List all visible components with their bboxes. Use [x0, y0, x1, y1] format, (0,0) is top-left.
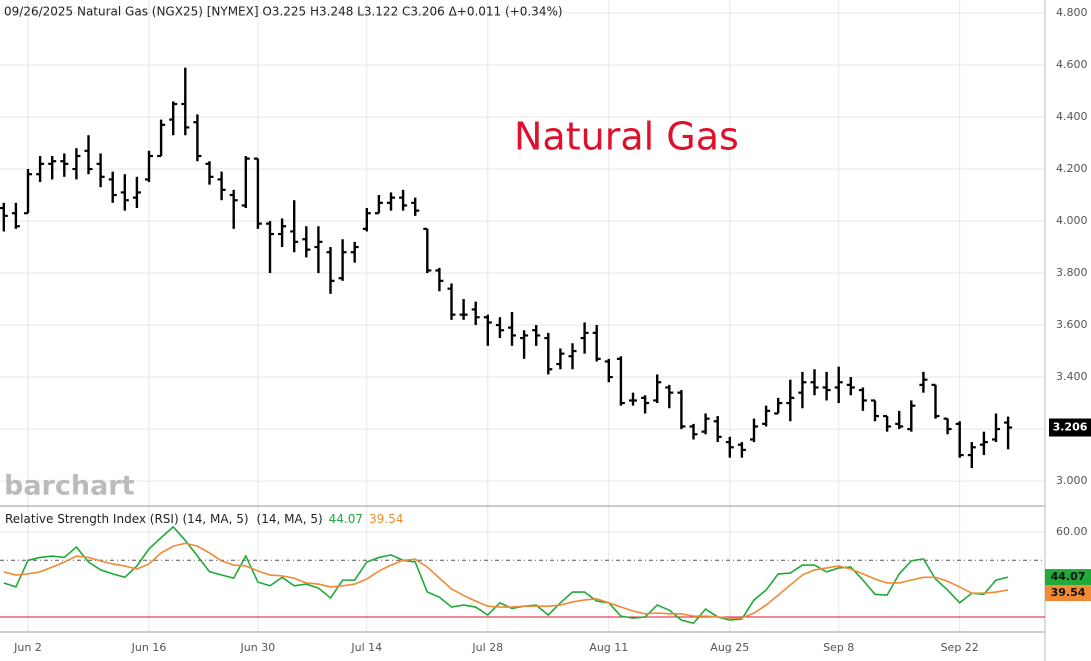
- x-tick-label: Jun 16: [131, 641, 167, 654]
- y-tick-label: 4.600: [1056, 58, 1088, 71]
- y-tick-label: 3.600: [1056, 318, 1088, 331]
- value-badge: [1045, 585, 1091, 602]
- y-tick-label: 4.200: [1056, 162, 1088, 175]
- rsi-line: [3, 525, 1009, 625]
- value-badge: [1045, 569, 1091, 586]
- grid: [0, 0, 1045, 632]
- x-tick-label: Aug 11: [589, 641, 628, 654]
- y-tick-label: 3.400: [1056, 370, 1088, 383]
- legend-value: 39.54: [369, 512, 403, 526]
- y-tick-label: 3.800: [1056, 266, 1088, 279]
- x-tick-label: Sep 8: [823, 641, 854, 654]
- x-tick-label: Jul 28: [471, 641, 503, 654]
- legend: Relative Strength Index (RSI) (14, MA, 5…: [5, 512, 403, 526]
- legend-entry: Relative Strength Index (RSI) (14, MA, 5…: [5, 512, 249, 526]
- watermark: barchart: [4, 471, 135, 502]
- y-tick-label: 60.00: [1056, 525, 1088, 538]
- y-tick-label: 4.800: [1056, 6, 1088, 19]
- value-badge-label: 44.07: [1051, 570, 1086, 583]
- value-badge-label: 39.54: [1051, 586, 1086, 599]
- y-tick-label: 4.000: [1056, 214, 1088, 227]
- legend-value: 44.07: [329, 512, 363, 526]
- legend-entry: (14, MA, 5): [257, 512, 323, 526]
- y-tick-label: 3.000: [1056, 474, 1088, 487]
- x-tick-label: Jun 2: [13, 641, 42, 654]
- price-badge: [1049, 418, 1091, 437]
- chart-title: 09/26/2025 Natural Gas (NGX25) [NYMEX] O…: [4, 5, 563, 19]
- x-tick-label: Jul 14: [350, 641, 382, 654]
- annotation: Natural Gas: [514, 115, 739, 159]
- y-tick-label: 4.400: [1056, 110, 1088, 123]
- rsi-line: [3, 542, 1009, 619]
- x-tick-label: Jun 30: [240, 641, 276, 654]
- x-tick-label: Sep 22: [941, 641, 979, 654]
- x-tick-label: Aug 25: [710, 641, 749, 654]
- price-badge-label: 3.206: [1053, 421, 1088, 434]
